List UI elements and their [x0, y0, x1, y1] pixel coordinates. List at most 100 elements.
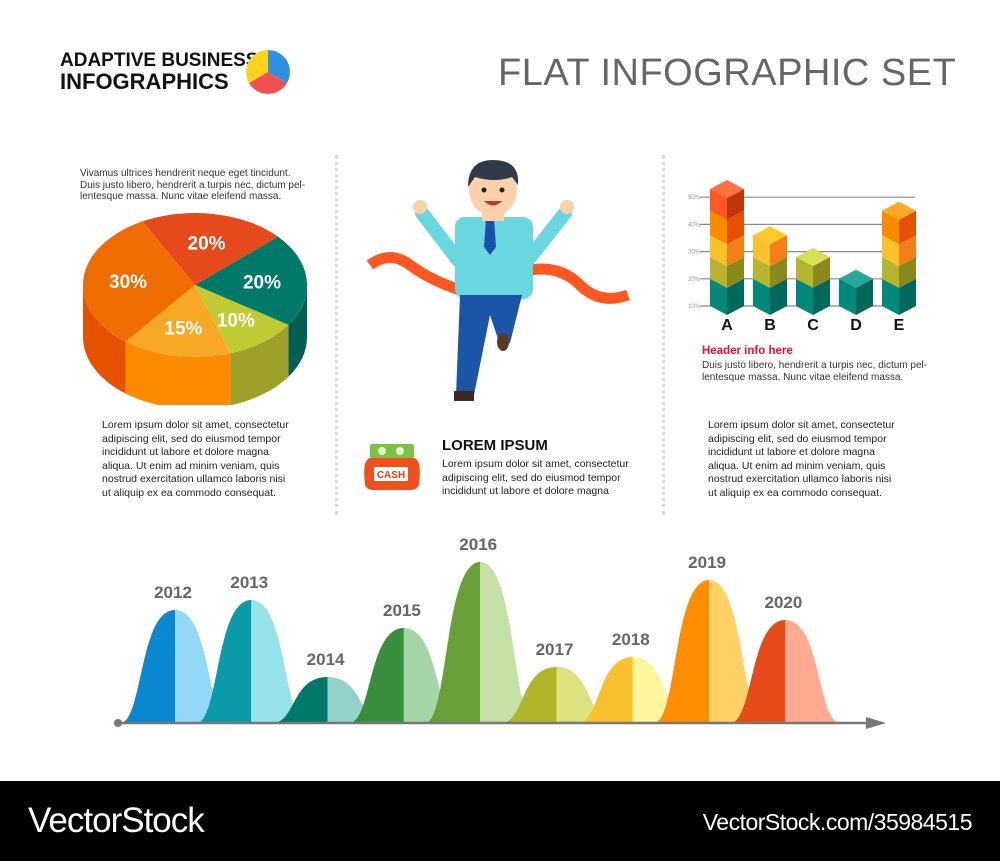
bar-C	[796, 248, 830, 315]
y-tick-label: 20%	[688, 277, 701, 283]
bar-segment	[727, 189, 744, 220]
bell-2012-left	[120, 610, 175, 723]
text-line: incididunt ut labore et dolore magna	[102, 446, 269, 458]
text-line: Duis justo libero, hendrerit a turpis ne…	[80, 179, 306, 191]
bar-segment	[882, 278, 899, 315]
brand-title: ADAPTIVE BUSINESS INFOGRAPHICS	[60, 50, 259, 94]
footer-bar: VectorStock VectorStock.com/35984515	[0, 781, 1000, 861]
bar-segment	[813, 257, 830, 288]
bar-segment	[899, 210, 916, 245]
bar-top	[796, 248, 830, 267]
pie-chart: 20% 20% 10% 15% 30%	[82, 213, 307, 405]
bell-2014-left	[272, 677, 328, 723]
pie-slice	[195, 236, 307, 325]
brand-line1: ADAPTIVE BUSINESS	[60, 50, 259, 71]
footer-logo: VectorStock	[28, 801, 205, 840]
y-tick-label: 30%	[688, 250, 701, 256]
x-category-label: E	[894, 317, 905, 334]
text-line: incididunt ut labore et dolore magna	[442, 485, 609, 497]
text-line: nostrud exercitation ullamco laboris nis…	[708, 473, 892, 485]
page-title: FLAT INFOGRAPHIC SET	[498, 52, 957, 94]
year-label: 2017	[536, 640, 574, 659]
bar-segment	[710, 189, 727, 220]
text-line: aliqua. Ut enim ad minim veniam, quis	[102, 459, 280, 472]
left-intro: Vivamus ultrices hendrerit neque eget ti…	[80, 168, 305, 203]
pie-slice-side	[125, 341, 231, 405]
x-category-label: D	[850, 317, 862, 334]
bar-segment	[753, 235, 770, 267]
left-body: Lorem ipsum dolor sit amet, consectetur a…	[102, 419, 289, 500]
bar-segment	[727, 235, 744, 267]
finish-ribbon-right	[529, 263, 630, 304]
pie-slice	[125, 285, 231, 357]
bar-segment	[839, 278, 856, 315]
pie-slice	[142, 213, 278, 285]
bell-2018-left	[577, 657, 633, 723]
right-body: Lorem ipsum dolor sit amet, consectetur a…	[708, 419, 895, 500]
bell-2013-right	[251, 600, 307, 723]
bell-2018-right	[632, 657, 688, 723]
y-tick-label: 50%	[688, 195, 701, 201]
bell-2016-left	[425, 562, 481, 723]
x-category-label: A	[721, 317, 733, 334]
bar-segment	[899, 278, 916, 315]
center-heading: LOREM IPSUM	[442, 437, 548, 454]
bar-segment	[770, 235, 787, 267]
year-label: 2012	[154, 583, 192, 602]
bar-segment	[710, 257, 727, 288]
pie-label: 30%	[109, 272, 147, 293]
bar-segment	[727, 210, 744, 245]
text-line: ut aliquip ex ea commodo consequat.	[102, 486, 276, 499]
divider	[335, 155, 338, 515]
pie-slice	[195, 285, 289, 354]
text-line: nostrud exercitation ullamco laboris nis…	[102, 473, 286, 485]
pie-label: 20%	[188, 233, 226, 254]
brand-line2: INFOGRAPHICS	[60, 69, 229, 94]
bar-chart: 10% 20% 30% 40% 50% A B C D E	[688, 180, 916, 334]
year-label: 2018	[612, 630, 650, 649]
year-label: 2014	[307, 650, 345, 669]
bar-segment	[710, 278, 727, 315]
bar-header: Header info here	[702, 345, 793, 357]
bar-D	[839, 269, 873, 315]
pie-label: 20%	[243, 273, 281, 294]
pie-slice-side	[288, 285, 307, 377]
bell-2017-right	[556, 667, 612, 723]
bar-segment	[753, 257, 770, 288]
y-tick-label: 40%	[688, 222, 701, 228]
pie-slice-side	[83, 285, 126, 394]
bar-segment	[882, 235, 899, 267]
bar-segment	[727, 257, 744, 288]
text-line: adipiscing elit, sed do eiusmod tempor	[442, 471, 621, 484]
text-line: adipiscing elit, sed do eiusmod tempor	[708, 432, 887, 445]
text-line: Vivamus ultrices hendrerit neque eget ti…	[80, 168, 291, 179]
year-label: 2016	[459, 535, 497, 554]
bar-segment	[770, 278, 787, 315]
bar-segment	[727, 278, 744, 315]
text-line: incididunt ut labore et dolore magna	[708, 446, 875, 458]
bell-2017-left	[501, 667, 557, 723]
timeline-chart: 2012 2013 2014 2015 2016 2017 2018 2019 2020	[114, 535, 886, 729]
text-line: lentesque massa. Nunc vitae eleifend mas…	[702, 371, 904, 383]
pie-slice-side	[230, 324, 289, 405]
bar-segment	[710, 235, 727, 267]
bar-segment	[796, 257, 813, 288]
bell-2020-left	[730, 620, 786, 723]
text-line: Lorem ipsum dolor sit amet, consectetur	[442, 458, 629, 470]
bar-B	[753, 226, 787, 315]
pie-label: 10%	[217, 310, 255, 331]
bell-2015-left	[348, 628, 404, 723]
bar-segment	[882, 210, 899, 245]
cash-bag-icon: CASH	[364, 444, 420, 490]
x-category-label: C	[807, 317, 819, 334]
year-label: 2019	[688, 553, 726, 572]
arrow-head-icon	[866, 717, 886, 729]
x-category-label: B	[764, 317, 776, 334]
pie-slice	[82, 221, 195, 342]
pie-label: 15%	[164, 319, 202, 340]
year-label: 2013	[230, 573, 268, 592]
bar-A	[710, 180, 744, 315]
bar-top	[839, 269, 873, 288]
text-line: Duis justo libero, hendrerit a turpis ne…	[702, 360, 928, 371]
text-line: adipiscing elit, sed do eiusmod tempor	[102, 432, 281, 445]
